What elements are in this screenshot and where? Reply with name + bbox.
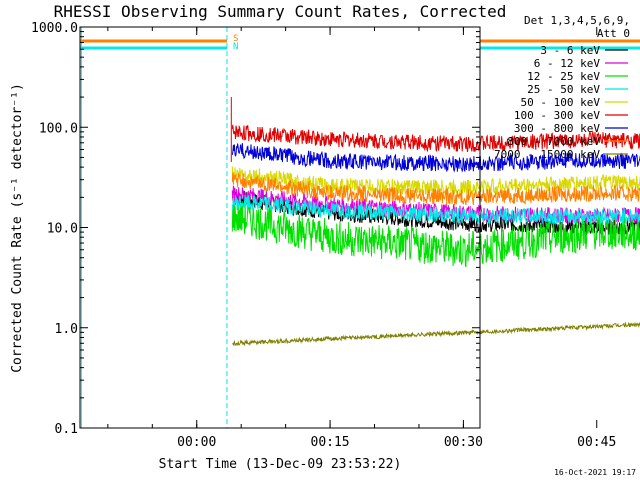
x-tick-label: 00:15 (311, 435, 350, 450)
legend-label: 3 - 6 keV (540, 44, 600, 57)
x-axis-label: Start Time (13-Dec-09 23:53:22) (159, 457, 402, 472)
legend-label: 300 - 800 keV (514, 122, 600, 135)
legend-label: 7000 - 15000 keV (494, 148, 600, 161)
chart-title: RHESSI Observing Summary Count Rates, Co… (54, 2, 507, 21)
series-line (231, 172, 640, 206)
y-tick-label: 100.0 (39, 121, 78, 136)
legend-label: 800 - 7000 keV (507, 135, 600, 148)
series-line (231, 190, 640, 235)
plot-content: SN (80, 27, 640, 428)
series-line (231, 143, 640, 173)
x-tick-label: 00:30 (444, 435, 483, 450)
legend-header-detectors: Det 1,3,4,5,6,9, (524, 14, 630, 27)
x-tick-label: 00:00 (177, 435, 216, 450)
y-axis: 0.1 1.0 10.0 100.0 1000.0 (31, 21, 480, 437)
legend-label: 6 - 12 keV (534, 57, 601, 70)
series-line (231, 124, 640, 153)
legend-label: 12 - 25 keV (527, 70, 600, 83)
marker-n-label: N (233, 42, 238, 52)
legend-label: 100 - 300 keV (514, 109, 600, 122)
y-tick-label: 0.1 (55, 422, 78, 437)
legend-label: 50 - 100 keV (521, 96, 601, 109)
y-tick-label: 1.0 (55, 322, 78, 337)
marker-s-label: S (233, 34, 238, 44)
legend-label: 25 - 50 keV (527, 83, 600, 96)
generation-timestamp: 16-Oct-2021 19:17 (554, 468, 636, 477)
y-tick-label: 10.0 (47, 222, 78, 237)
series-line (232, 321, 640, 347)
series-line (231, 166, 640, 196)
y-axis-label: Corrected Count Rate (s⁻¹ detector⁻¹) (10, 83, 25, 373)
legend-header-attenuator: Att 0 (597, 27, 630, 40)
y-tick-label: 1000.0 (31, 21, 78, 36)
series-line (231, 201, 640, 268)
series-line (231, 194, 640, 226)
x-tick-label: 00:45 (577, 435, 616, 450)
